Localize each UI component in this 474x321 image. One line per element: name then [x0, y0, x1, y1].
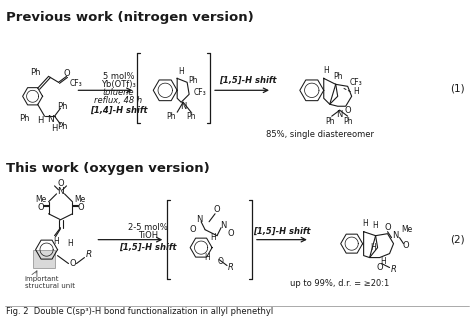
Text: N: N	[220, 221, 226, 230]
Text: N: N	[196, 215, 202, 224]
Text: O: O	[77, 203, 84, 212]
Text: Fig. 2  Double C(sp³)-H bond functionalization in allyl phenethyl: Fig. 2 Double C(sp³)-H bond functionaliz…	[6, 307, 273, 316]
Text: H: H	[210, 233, 216, 242]
Text: H: H	[371, 243, 376, 252]
Text: H: H	[363, 219, 368, 228]
Text: TiOH: TiOH	[138, 231, 158, 240]
Text: 2-5 mol%: 2-5 mol%	[128, 223, 168, 232]
Text: Ph: Ph	[57, 102, 68, 111]
Text: H: H	[54, 237, 59, 246]
Text: Me: Me	[401, 225, 413, 234]
Text: O: O	[218, 257, 224, 266]
Text: H: H	[353, 87, 358, 96]
Text: N: N	[47, 115, 54, 124]
Text: [1,5]-H shift: [1,5]-H shift	[119, 243, 177, 252]
Text: O: O	[376, 263, 383, 272]
Text: Me: Me	[35, 195, 46, 204]
Text: O: O	[190, 225, 196, 234]
Text: CF₃: CF₃	[350, 78, 363, 87]
Text: O: O	[345, 106, 351, 115]
Text: O: O	[37, 203, 44, 212]
Text: O: O	[57, 179, 64, 188]
Text: N: N	[57, 187, 64, 196]
Text: R: R	[85, 250, 91, 259]
Text: up to 99%, d.r. = ≥20:1: up to 99%, d.r. = ≥20:1	[290, 279, 389, 288]
Text: [1,5]-H shift: [1,5]-H shift	[253, 227, 310, 236]
Text: H: H	[323, 66, 328, 75]
Text: Ph: Ph	[188, 76, 198, 85]
Text: [1,5]-H shift: [1,5]-H shift	[219, 76, 277, 85]
Text: (2): (2)	[450, 235, 465, 245]
Text: reflux, 48 h: reflux, 48 h	[94, 96, 142, 105]
Text: toluene: toluene	[102, 88, 134, 97]
Text: H: H	[178, 67, 184, 76]
Text: [1,4]-H shift: [1,4]-H shift	[90, 106, 147, 115]
Text: Ph: Ph	[57, 122, 68, 131]
Text: N: N	[337, 110, 343, 119]
Text: (1): (1)	[450, 83, 465, 93]
Text: O: O	[69, 259, 76, 268]
Text: Yb(OTf)₃: Yb(OTf)₃	[101, 80, 136, 89]
Text: Ph: Ph	[166, 112, 176, 121]
Text: 85%, single diastereomer: 85%, single diastereomer	[266, 130, 374, 139]
Text: Ph: Ph	[325, 117, 335, 126]
Text: Ph: Ph	[30, 68, 41, 77]
Text: O: O	[384, 223, 391, 232]
Text: N: N	[392, 231, 399, 240]
Text: important
structural unit: important structural unit	[25, 275, 74, 289]
Text: O: O	[228, 229, 234, 238]
Text: Previous work (nitrogen version): Previous work (nitrogen version)	[6, 11, 254, 24]
Text: Me: Me	[74, 195, 86, 204]
Text: Ph: Ph	[186, 112, 196, 121]
Text: This work (oxygen version): This work (oxygen version)	[6, 162, 210, 175]
Text: H: H	[68, 239, 73, 248]
Text: Ph: Ph	[19, 114, 29, 123]
Text: R: R	[228, 263, 234, 272]
Text: 5 mol%: 5 mol%	[102, 72, 134, 81]
Text: H: H	[204, 253, 210, 262]
Text: H: H	[51, 124, 58, 133]
Bar	[33, 250, 55, 267]
Text: N: N	[180, 102, 186, 111]
Text: CF₃: CF₃	[193, 88, 206, 97]
Text: R: R	[391, 265, 396, 274]
Text: H: H	[37, 116, 44, 125]
Text: CF₃: CF₃	[70, 79, 82, 88]
Text: O: O	[402, 241, 409, 250]
Text: O: O	[63, 69, 70, 78]
Text: O: O	[214, 205, 220, 214]
Text: Ph: Ph	[343, 117, 353, 126]
Text: H: H	[373, 221, 378, 230]
Text: Ph: Ph	[333, 72, 342, 81]
Text: H: H	[381, 257, 386, 266]
